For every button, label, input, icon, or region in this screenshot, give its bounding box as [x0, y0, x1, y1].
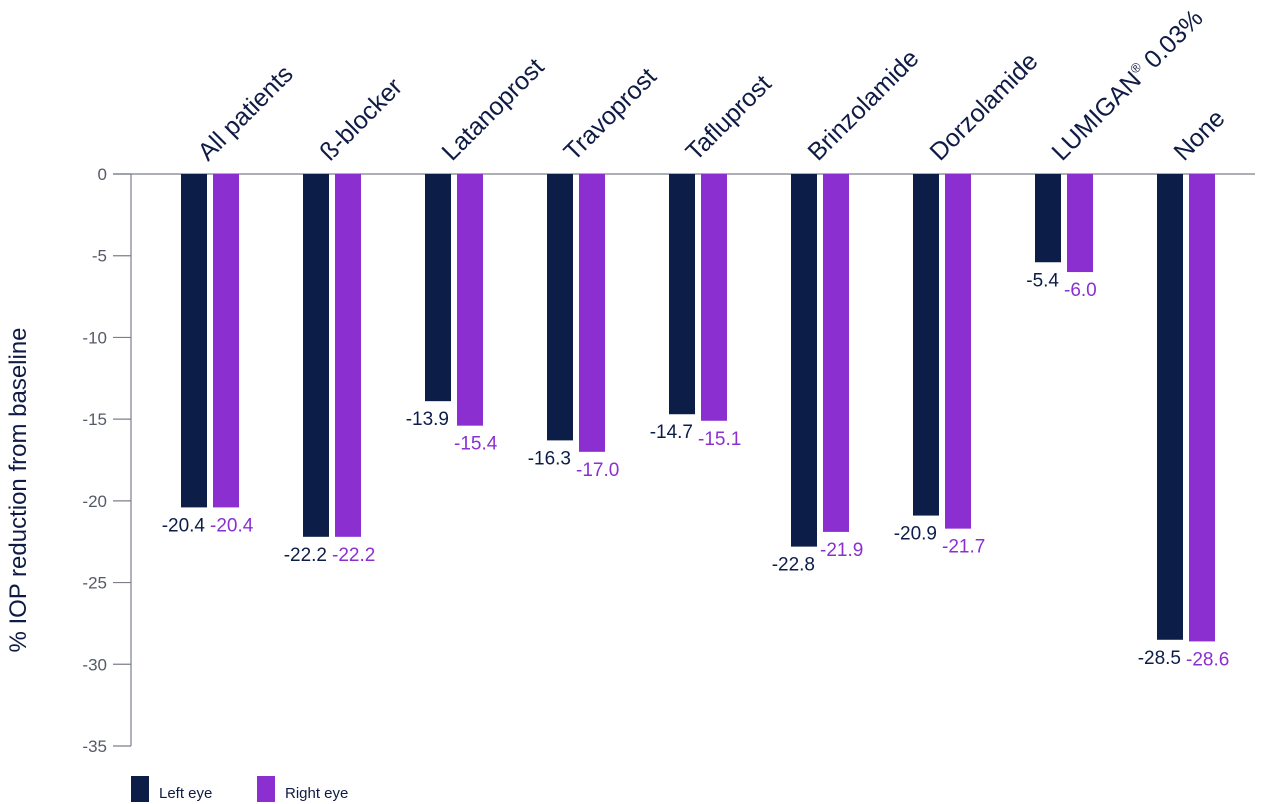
bar-right-eye [701, 174, 727, 421]
data-label-left-eye: -5.4 [1026, 270, 1059, 291]
data-label-right-eye: -21.7 [942, 537, 985, 558]
data-label-left-eye: -16.3 [528, 448, 571, 469]
bar-right-eye [213, 174, 239, 508]
legend-swatch-left-eye [131, 776, 149, 802]
data-label-left-eye: -20.4 [162, 515, 206, 536]
bar-right-eye [579, 174, 605, 452]
category-label: Latanoprost [436, 53, 549, 166]
data-label-left-eye: -20.9 [894, 524, 937, 545]
bar-left-eye [303, 174, 329, 537]
data-label-right-eye: -22.2 [332, 545, 375, 566]
bar-left-eye [1035, 174, 1061, 263]
y-axis-title: % IOP reduction from baseline [5, 327, 32, 652]
bar-right-eye [457, 174, 483, 426]
bar-left-eye [425, 174, 451, 402]
category-label: Tafluprost [680, 70, 776, 166]
category-label: ß-blocker [314, 73, 407, 166]
bar-left-eye [1157, 174, 1183, 640]
legend-swatch-right-eye [257, 776, 275, 802]
bar-left-eye [791, 174, 817, 547]
data-label-right-eye: -6.0 [1064, 280, 1097, 301]
bar-right-eye [335, 174, 361, 537]
bar-left-eye [913, 174, 939, 516]
bar-right-eye [1189, 174, 1215, 642]
data-label-right-eye: -17.0 [576, 460, 619, 481]
y-tick-label: -30 [82, 655, 107, 674]
data-label-left-eye: -14.7 [650, 422, 693, 443]
data-label-left-eye: -28.5 [1138, 648, 1181, 669]
y-tick-label: -20 [82, 492, 107, 511]
data-label-right-eye: -15.4 [454, 434, 498, 455]
data-label-right-eye: -21.9 [820, 540, 863, 561]
bar-right-eye [945, 174, 971, 529]
data-label-left-eye: -22.8 [772, 555, 815, 576]
chart-legend: Left eye Right eye [131, 776, 348, 802]
y-tick-label: -10 [82, 328, 107, 347]
category-label: Travoprost [558, 63, 662, 167]
y-tick-label: -25 [82, 574, 107, 593]
bar-right-eye [823, 174, 849, 532]
category-label: Brinzolamide [802, 44, 924, 166]
legend-label-left-eye: Left eye [159, 785, 212, 802]
data-label-left-eye: -13.9 [406, 409, 449, 430]
data-label-right-eye: -15.1 [698, 429, 741, 450]
y-tick-label: 0 [98, 165, 107, 184]
category-label: None [1168, 104, 1230, 166]
category-label: All patients [192, 60, 298, 166]
data-label-right-eye: -20.4 [210, 515, 254, 536]
bar-left-eye [181, 174, 207, 508]
chart-axes: 0 -5 -10 -15 -20 -25 -30 -35 % IOP reduction fro… [5, 165, 1255, 756]
data-label-right-eye: -28.6 [1186, 649, 1229, 670]
bar-left-eye [547, 174, 573, 441]
chart-bars [181, 174, 1215, 642]
data-label-left-eye: -22.2 [284, 545, 327, 566]
y-tick-label: -15 [82, 410, 107, 429]
bar-right-eye [1067, 174, 1093, 273]
category-label: Dorzolamide [924, 47, 1043, 166]
legend-label-right-eye: Right eye [285, 785, 348, 802]
bar-left-eye [669, 174, 695, 415]
y-tick-label: -5 [92, 247, 107, 266]
y-tick-label: -35 [82, 737, 107, 756]
